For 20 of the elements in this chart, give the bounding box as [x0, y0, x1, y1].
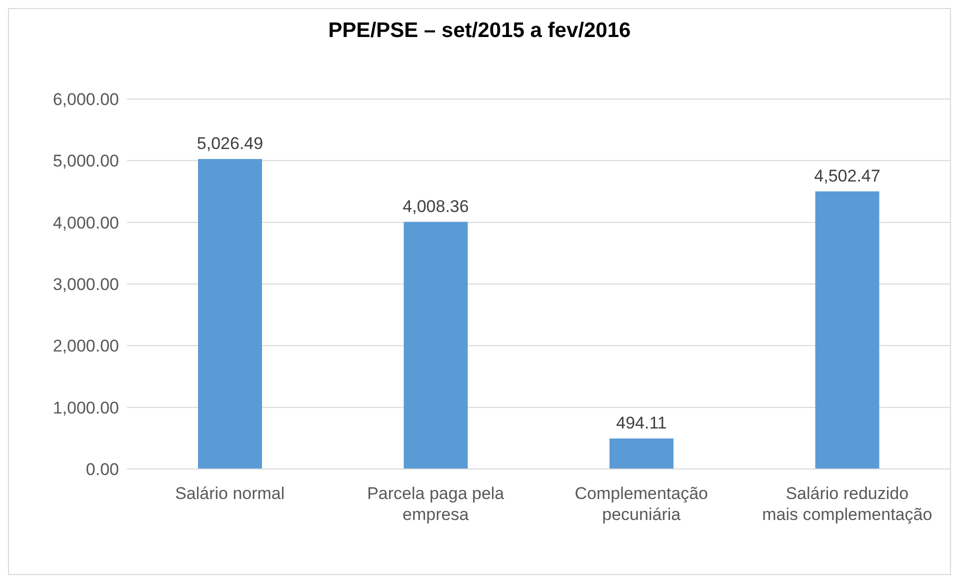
data-label: 4,008.36	[402, 196, 469, 216]
data-label: 5,026.49	[196, 134, 264, 154]
y-tick-label: 0.00	[86, 460, 119, 480]
y-tick-label: 5,000.00	[52, 152, 119, 171]
x-tick-label: Salário normal	[175, 484, 285, 503]
y-tick-label: 6,000.00	[52, 90, 119, 110]
bar	[815, 191, 880, 469]
y-tick-label: 3,000.00	[52, 275, 119, 294]
x-tick-label: Complementação pecuniária	[574, 484, 708, 524]
x-tick-label: Salário reduzido mais complementação	[762, 484, 932, 524]
x-tick-label: Parcela paga pela empresa	[367, 484, 505, 524]
y-tick-label: 4,000.00	[52, 213, 119, 232]
y-tick-label: 2,000.00	[52, 336, 119, 356]
y-tick-label: 1,000.00	[52, 398, 119, 418]
bar	[610, 438, 674, 469]
bar	[198, 159, 262, 469]
bar	[404, 222, 468, 469]
data-label: 4,502.47	[814, 166, 880, 186]
data-label: 494.11	[616, 414, 667, 433]
chart-title: PPE/PSE – set/2015 a fev/2016	[327, 18, 632, 44]
